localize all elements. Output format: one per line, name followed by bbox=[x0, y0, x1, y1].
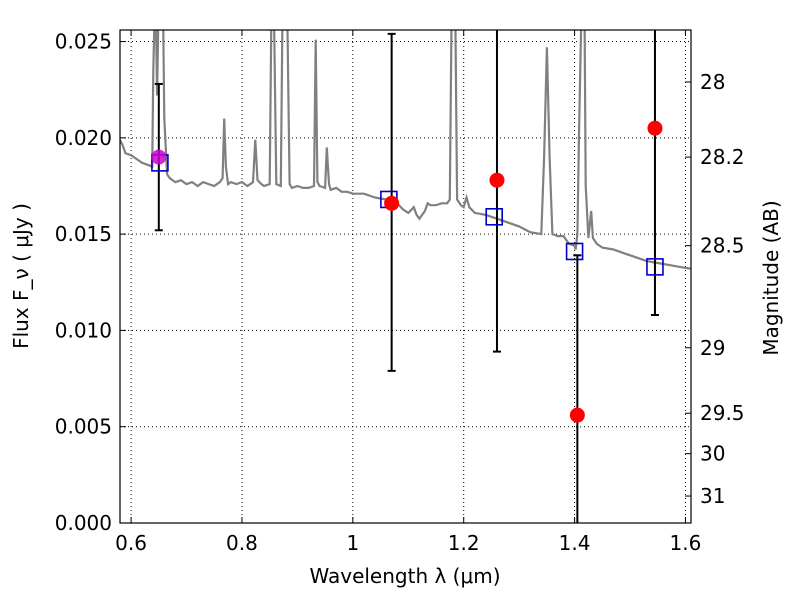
synthetic-marker bbox=[646, 258, 664, 276]
model-spectrum-line bbox=[120, 30, 691, 270]
plot-area bbox=[120, 30, 691, 523]
observed-marker bbox=[384, 195, 400, 211]
x-tick-label: 1.2 bbox=[448, 531, 480, 555]
right-tick-label: 30 bbox=[700, 442, 725, 466]
observed-markers bbox=[151, 120, 663, 423]
x-tick-label: 0.6 bbox=[115, 531, 147, 555]
y-tick-label: 0.015 bbox=[55, 222, 112, 246]
axis-ticks bbox=[120, 30, 691, 524]
error-bars bbox=[154, 30, 659, 523]
right-tick-label: 31 bbox=[700, 484, 725, 508]
x-tick-label: 1.6 bbox=[670, 531, 702, 555]
x-tick-labels: 0.6 0.8 1 1.2 1.4 1.6 bbox=[115, 531, 701, 555]
right-tick-label: 28 bbox=[700, 70, 725, 94]
y-tick-label: 0.025 bbox=[55, 30, 112, 54]
y-tick-label: 0.020 bbox=[55, 126, 112, 150]
synthetic-marker bbox=[565, 242, 584, 261]
x-tick-label: 0.8 bbox=[226, 531, 258, 555]
grid bbox=[120, 30, 691, 524]
observed-marker bbox=[489, 172, 505, 188]
y-tick-label: 0.000 bbox=[55, 511, 112, 535]
x-tick-label: 1.4 bbox=[559, 531, 591, 555]
right-tick-label: 29 bbox=[700, 336, 725, 360]
y-axis-label: Flux F_ν ( μJy ) bbox=[9, 203, 33, 349]
observed-marker bbox=[151, 149, 167, 165]
synthetic-marker bbox=[485, 208, 503, 226]
y-tick-label: 0.005 bbox=[55, 415, 112, 439]
right-axis-label: Magnitude (AB) bbox=[759, 200, 783, 355]
right-axis-tick-labels: 28 28.2 28.5 29 29.5 30 31 bbox=[700, 70, 745, 508]
right-tick-label: 28.2 bbox=[700, 145, 745, 169]
right-tick-label: 28.5 bbox=[700, 234, 745, 258]
plot-frame bbox=[119, 29, 692, 524]
y-tick-label: 0.010 bbox=[55, 318, 112, 342]
y-tick-labels: 0.000 0.005 0.010 0.015 0.020 0.025 bbox=[55, 30, 112, 535]
x-tick-label: 1 bbox=[346, 531, 359, 555]
x-axis-label: Wavelength λ (μm) bbox=[309, 564, 500, 588]
observed-marker bbox=[569, 407, 585, 423]
observed-marker bbox=[647, 120, 663, 136]
right-tick-label: 29.5 bbox=[700, 401, 745, 425]
